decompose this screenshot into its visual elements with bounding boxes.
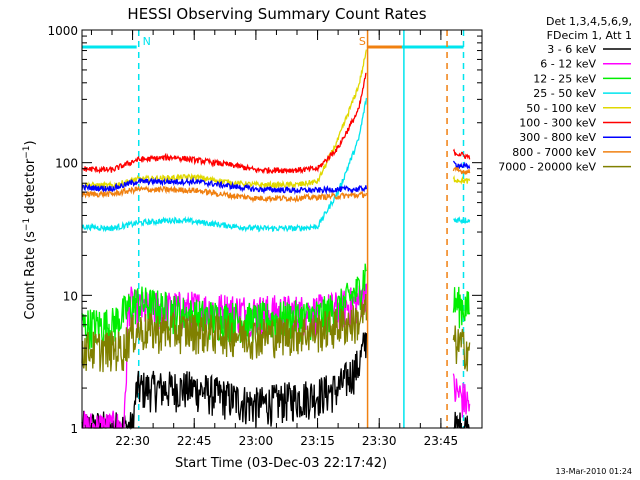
y-tick-label-0: 1 [70, 422, 78, 436]
legend-label-4: 50 - 100 keV [526, 102, 596, 115]
series-line-2-1 [452, 286, 471, 329]
series-line-4-0 [81, 49, 368, 190]
y-axis-label-main: Count Rate (s [23, 231, 38, 320]
legend-label-0: 3 - 6 keV [547, 43, 596, 56]
y-axis-label: Count Rate (s−1 detector−1) [22, 140, 38, 319]
series-line-4-1 [452, 174, 471, 185]
series-line-7-1 [452, 166, 471, 175]
series-line-7-0 [81, 185, 368, 204]
legend-header-line-2: FDecim 1, Att 1 [547, 29, 632, 42]
legend-label-6: 300 - 800 keV [519, 131, 596, 144]
y-tick-label-2: 100 [55, 157, 78, 171]
legend: Det 1,3,4,5,6,9, FDecim 1, Att 1 3 - 6 k… [498, 15, 632, 174]
y-tick-label-1: 10 [63, 289, 78, 303]
y-tick-label-3: 1000 [47, 24, 78, 38]
series-line-5-0 [81, 72, 367, 175]
series-line-1-1 [452, 373, 471, 418]
x-tick-label-2: 23:00 [239, 434, 274, 448]
y-axis-label-mid: detector [23, 158, 38, 218]
x-tick-label-1: 22:45 [177, 434, 212, 448]
y-axis-label-end: ) [23, 140, 38, 145]
series-line-8-1 [452, 325, 471, 372]
flag-label-1: S [359, 35, 366, 48]
x-tick-label-5: 23:45 [424, 434, 459, 448]
legend-label-1: 6 - 12 keV [540, 58, 596, 71]
legend-label-8: 7000 - 20000 keV [498, 161, 596, 174]
y-axis-label-sup-2: −1 [22, 145, 32, 158]
series-line-3-1 [453, 216, 471, 225]
series-line-5-1 [452, 148, 471, 160]
plot-area: N S 1 10 100 1000 22:30 22:45 23:00 23:15 23:30 23:… [47, 24, 483, 448]
series-line-3-0 [81, 97, 368, 233]
plot-frame [81, 29, 483, 429]
chart-title: HESSI Observing Summary Count Rates [127, 5, 426, 23]
series-line-8-0 [81, 293, 368, 373]
series-line-6-1 [452, 160, 471, 170]
legend-label-5: 100 - 300 keV [519, 117, 596, 130]
legend-label-7: 800 - 7000 keV [512, 146, 596, 159]
y-axis-label-sup-1: −1 [22, 218, 32, 231]
flag-label-0: N [143, 35, 151, 48]
x-tick-label-0: 22:30 [115, 434, 150, 448]
legend-label-3: 25 - 50 keV [533, 87, 596, 100]
x-tick-label-4: 23:30 [362, 434, 397, 448]
x-axis-label: Start Time (03-Dec-03 22:17:42) [175, 456, 387, 471]
legend-label-2: 12 - 25 keV [533, 72, 596, 85]
footer-date: 13-Mar-2010 01:24 [556, 467, 633, 476]
x-tick-label-3: 23:15 [300, 434, 335, 448]
series-line-6-0 [81, 176, 368, 195]
legend-header-line-1: Det 1,3,4,5,6,9, [546, 15, 632, 28]
